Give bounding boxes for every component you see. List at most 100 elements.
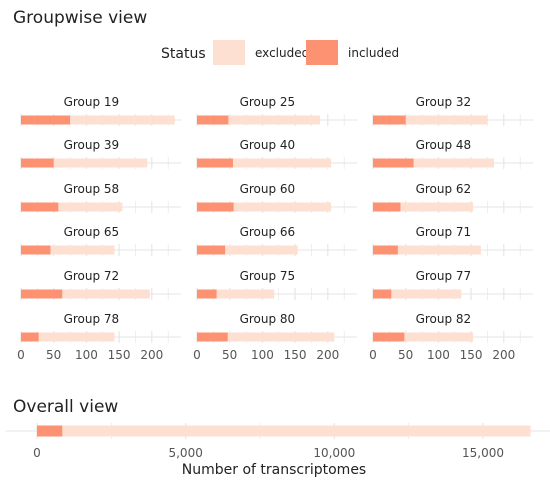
- facet-x-tick-label: 200: [492, 348, 515, 362]
- facet-panel: Group 82: [372, 312, 534, 343]
- facet-label: Group 65: [64, 225, 120, 239]
- bar-excluded: [21, 158, 148, 168]
- legend-swatch-included: [306, 40, 338, 65]
- facet-label: Group 40: [240, 138, 296, 152]
- facet-x-tick-label: 150: [284, 348, 307, 362]
- facet-label: Group 19: [64, 95, 120, 109]
- facet-label: Group 39: [64, 138, 120, 152]
- facet-panel: Group 32: [372, 95, 534, 126]
- facet-panel: Group 78: [20, 312, 182, 343]
- legend-label-included: included: [348, 46, 399, 60]
- bar-included: [197, 202, 234, 212]
- bar-included: [197, 158, 233, 168]
- legend-label-excluded: excluded: [255, 46, 309, 60]
- bar-excluded: [197, 115, 320, 125]
- bar-included: [21, 202, 59, 212]
- facet-x-tick-label: 200: [316, 348, 339, 362]
- facet-label: Group 80: [240, 312, 296, 326]
- facet-label: Group 72: [64, 269, 120, 283]
- bar-excluded: [197, 158, 332, 168]
- facet-panel: Group 75: [196, 269, 358, 300]
- bar-included: [37, 425, 63, 437]
- overall-title: Overall view: [13, 397, 118, 417]
- bar-excluded: [21, 245, 115, 255]
- facet-label: Group 32: [416, 95, 472, 109]
- bar-excluded: [373, 115, 488, 125]
- groupwise-title: Groupwise view: [13, 8, 147, 28]
- overall-x-tick-label: 5,000: [168, 446, 202, 460]
- facet-panel: Group 65: [20, 225, 182, 256]
- bar-included: [197, 332, 228, 342]
- facet-panel: Group 66: [196, 225, 358, 256]
- bar-included: [373, 289, 392, 299]
- bar-excluded: [197, 245, 298, 255]
- facet-panel: Group 71: [372, 225, 534, 256]
- bar-excluded: [21, 332, 115, 342]
- x-axis-label: Number of transcriptomes: [182, 462, 366, 478]
- legend-title: Status: [161, 46, 206, 62]
- facet-grid: Group 19 Group 25 Group 32 Group 39 Group 40…: [17, 95, 534, 362]
- bar-included: [21, 332, 39, 342]
- facet-x-tick-label: 200: [140, 348, 163, 362]
- bar-included: [373, 202, 401, 212]
- facet-x-tick-label: 0: [193, 348, 201, 362]
- bar-included: [21, 158, 54, 168]
- facet-x-tick-label: 150: [460, 348, 483, 362]
- facet-x-tick-label: 150: [108, 348, 131, 362]
- bar-included: [21, 245, 51, 255]
- overall-x-tick-label: 10,000: [313, 446, 355, 460]
- facet-label: Group 58: [64, 182, 120, 196]
- facet-panel: Group 72: [20, 269, 182, 300]
- bar-excluded: [197, 332, 335, 342]
- bar-included: [373, 332, 405, 342]
- facet-label: Group 77: [416, 269, 472, 283]
- legend-swatch-excluded: [213, 40, 245, 65]
- facet-label: Group 62: [416, 182, 472, 196]
- overall-x-tick-label: 0: [33, 446, 41, 460]
- facet-label: Group 71: [416, 225, 472, 239]
- facet-x-tick-label: 0: [17, 348, 25, 362]
- bar-excluded: [373, 158, 494, 168]
- bar-included: [197, 115, 229, 125]
- facet-x-tick-label: 100: [75, 348, 98, 362]
- bar-excluded: [373, 245, 481, 255]
- bar-excluded: [373, 202, 474, 212]
- facet-panel: Group 48: [372, 138, 534, 169]
- bar-included: [21, 289, 63, 299]
- facet-panel: Group 77: [372, 269, 534, 300]
- bar-excluded: [21, 115, 175, 125]
- overall-x-tick-label: 15,000: [462, 446, 504, 460]
- bar-excluded: [373, 332, 474, 342]
- facet-label: Group 48: [416, 138, 472, 152]
- facet-x-tick-label: 50: [46, 348, 61, 362]
- legend: Status excluded included: [161, 40, 399, 65]
- facet-label: Group 75: [240, 269, 296, 283]
- facet-panel: Group 58: [20, 182, 182, 213]
- facet-panel: Group 60: [196, 182, 358, 213]
- bar-included: [21, 115, 71, 125]
- facet-x-tick-label: 50: [222, 348, 237, 362]
- bar-excluded: [21, 289, 150, 299]
- facet-x-tick-label: 0: [369, 348, 377, 362]
- bar-included: [197, 245, 226, 255]
- facet-x-tick-label: 100: [427, 348, 450, 362]
- bar-excluded: [37, 425, 531, 437]
- bar-included: [197, 289, 217, 299]
- bar-included: [373, 115, 406, 125]
- facet-panel: Group 19: [20, 95, 182, 126]
- overall-panel: 0 5,000 10,000 15,000: [5, 423, 550, 460]
- facet-x-tick-label: 50: [398, 348, 413, 362]
- bar-included: [373, 245, 398, 255]
- facet-label: Group 25: [240, 95, 296, 109]
- bar-excluded: [373, 289, 462, 299]
- bar-included: [373, 158, 414, 168]
- facet-panel: Group 25: [196, 95, 358, 126]
- bar-excluded: [197, 289, 275, 299]
- facet-label: Group 78: [64, 312, 120, 326]
- facet-panel: Group 39: [20, 138, 182, 169]
- facet-x-tick-label: 100: [251, 348, 274, 362]
- facet-label: Group 82: [416, 312, 472, 326]
- facet-label: Group 66: [240, 225, 296, 239]
- bar-excluded: [21, 202, 123, 212]
